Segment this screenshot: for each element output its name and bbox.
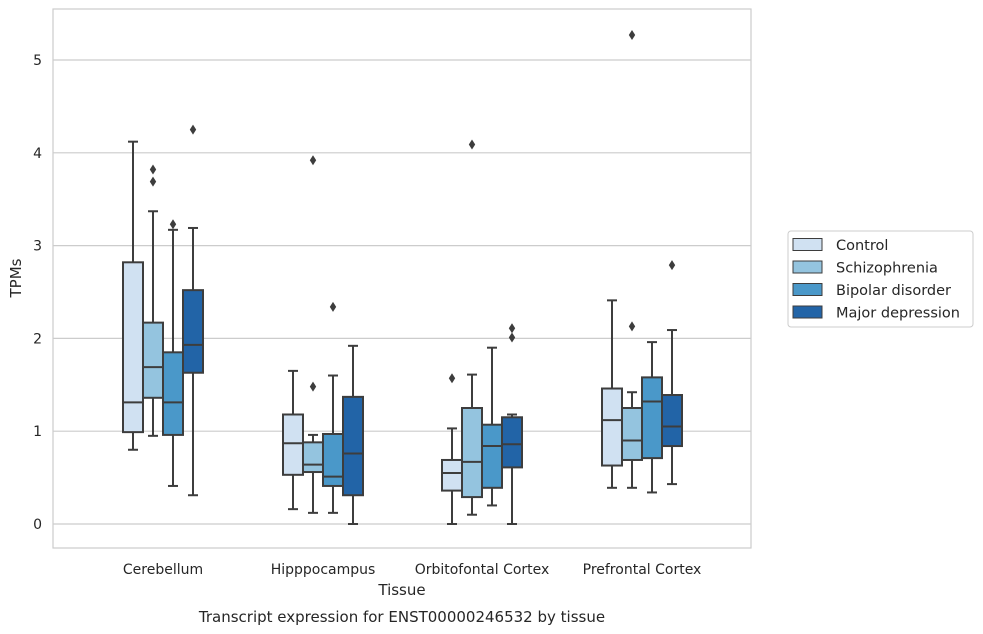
y-tick-label: 5 bbox=[33, 53, 42, 69]
outlier-point bbox=[628, 29, 636, 40]
y-tick-label: 0 bbox=[33, 517, 42, 533]
y-tick-labels: 0 1 2 3 4 5 bbox=[33, 53, 42, 533]
outlier-point bbox=[189, 124, 197, 135]
box-major-depression-3 bbox=[661, 260, 683, 486]
legend-frame bbox=[787, 230, 974, 328]
outlier-point bbox=[149, 164, 157, 175]
box-control-3 bbox=[601, 299, 623, 489]
box-control-0 bbox=[122, 140, 144, 451]
box-body bbox=[661, 394, 683, 448]
legend-entry: Major depression bbox=[836, 306, 960, 322]
box-schizophrenia-3 bbox=[621, 29, 643, 489]
box-schizophrenia-0 bbox=[142, 164, 164, 437]
y-tick-label: 2 bbox=[33, 331, 42, 347]
x-tick-label: Hipppocampus bbox=[271, 562, 376, 578]
box-schizophrenia-2 bbox=[461, 139, 483, 516]
chart-caption: Transcript expression for ENST0000024653… bbox=[198, 608, 605, 626]
y-axis-label: TPMs bbox=[7, 258, 25, 298]
box-body bbox=[142, 321, 164, 399]
x-tick-labels: Cerebellum Hipppocampus Orbitofontal Corte… bbox=[123, 562, 701, 578]
outlier-point bbox=[668, 260, 676, 271]
legend-swatch bbox=[792, 260, 823, 274]
box-body bbox=[441, 458, 463, 492]
outlier-point bbox=[309, 155, 317, 166]
box-body bbox=[182, 289, 204, 374]
box-major-depression-1 bbox=[342, 344, 364, 525]
box-schizophrenia-1 bbox=[302, 155, 324, 514]
outlier-point bbox=[508, 323, 516, 334]
box-body bbox=[122, 261, 144, 434]
box-major-depression-2 bbox=[501, 323, 523, 525]
box-body bbox=[322, 432, 344, 487]
box-body bbox=[461, 407, 483, 499]
box-bipolar-disorder-3 bbox=[641, 341, 663, 494]
box-body bbox=[641, 376, 663, 460]
outlier-point bbox=[508, 332, 516, 343]
outlier-point bbox=[628, 321, 636, 332]
plot-marks bbox=[122, 29, 683, 525]
x-tick-label: Prefrontal Cortex bbox=[583, 562, 702, 578]
box-body bbox=[621, 407, 643, 461]
legend-swatch bbox=[792, 305, 823, 319]
y-tick-label: 1 bbox=[33, 424, 42, 440]
x-axis-label: Tissue bbox=[377, 581, 425, 599]
box-control-1 bbox=[282, 369, 304, 511]
legend: Control Schizophrenia Bipolar disorder Majo… bbox=[787, 230, 974, 328]
outlier-point bbox=[448, 373, 456, 384]
outlier-point bbox=[149, 176, 157, 187]
box-bipolar-disorder-0 bbox=[162, 219, 184, 487]
box-control-2 bbox=[441, 373, 463, 525]
box-body bbox=[342, 395, 364, 497]
legend-entry: Schizophrenia bbox=[836, 261, 938, 277]
outlier-point bbox=[169, 219, 177, 230]
legend-swatch bbox=[792, 238, 823, 251]
outlier-point bbox=[329, 301, 337, 312]
y-tick-label: 3 bbox=[33, 239, 42, 255]
box-bipolar-disorder-2 bbox=[481, 346, 503, 507]
legend-entry: Control bbox=[836, 238, 888, 254]
box-bipolar-disorder-1 bbox=[322, 301, 344, 514]
box-body bbox=[501, 416, 523, 469]
box-body bbox=[601, 387, 623, 467]
box-body bbox=[481, 423, 503, 489]
box-major-depression-0 bbox=[182, 124, 204, 497]
outlier-point bbox=[468, 139, 476, 150]
plot-frame bbox=[52, 8, 752, 549]
legend-entry: Bipolar disorder bbox=[836, 283, 951, 299]
outlier-point bbox=[309, 381, 317, 392]
y-tick-label: 4 bbox=[33, 146, 42, 162]
x-tick-label: Cerebellum bbox=[123, 562, 203, 578]
legend-swatch bbox=[792, 283, 823, 296]
x-tick-label: Orbitofontal Cortex bbox=[415, 562, 550, 578]
box-body bbox=[282, 413, 304, 476]
box-body bbox=[162, 351, 184, 436]
box-body bbox=[302, 441, 324, 474]
